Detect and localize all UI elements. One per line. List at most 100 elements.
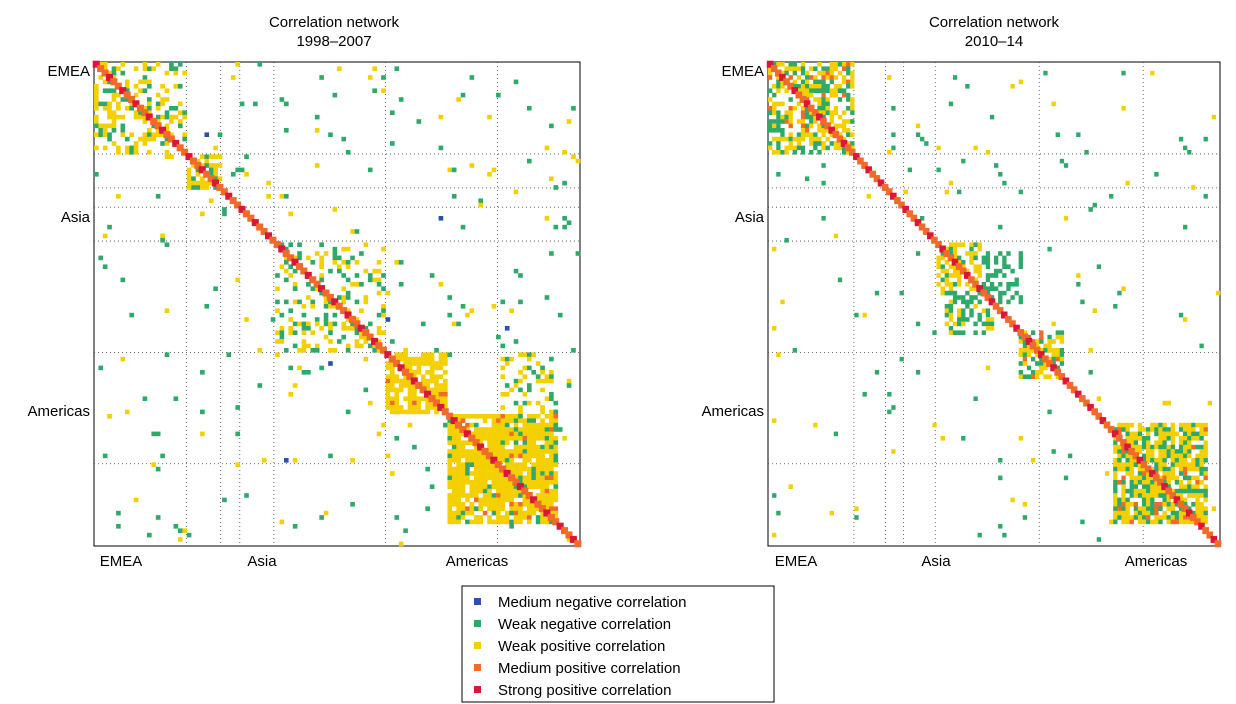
left-cell [120,132,126,137]
left-cell [465,422,470,428]
left-cell [513,339,519,344]
right-cell [1047,343,1052,349]
right-cell [1170,510,1175,516]
right-diagonal-cell [1025,337,1033,345]
left-cell [385,378,391,384]
left-cell [283,268,289,274]
right-cell [1113,449,1118,454]
right-cell [772,326,777,331]
left-diagonal-cell [295,263,303,271]
right-diagonal-cell [1054,368,1061,376]
right-diagonal-cell [894,197,901,205]
right-cell [1178,506,1184,511]
left-cell [544,502,550,507]
left-cell [160,84,165,89]
right-cell [1141,510,1147,516]
left-cell [160,97,165,102]
right-cell [768,66,773,71]
right-cell [792,79,797,85]
right-cell [792,106,797,111]
left-cell [124,409,130,415]
left-cell [460,466,466,472]
right-cell [1154,462,1159,467]
left-diagonal-cell [463,430,471,438]
left-cell [398,97,404,102]
right-cell [1187,444,1192,450]
left-cell [434,374,439,379]
left-cell [522,458,528,463]
left-cell [354,282,360,287]
left-cell [155,62,161,67]
left-cell [279,330,285,335]
left-cell [288,330,294,335]
left-cell [191,185,196,190]
right-cell [1133,444,1139,450]
right-cell [977,273,982,278]
right-cell [1113,484,1118,489]
right-cell [973,277,978,283]
left-cell [164,70,170,76]
right-cell [809,88,814,93]
right-cell [1096,396,1102,401]
left-cell [363,242,369,247]
right-cell [998,475,1003,481]
right-diagonal-cell [1021,333,1029,341]
left-cell [314,321,320,327]
right-cell [1059,348,1065,353]
right-cell [1035,374,1040,379]
right-cell [833,75,839,80]
right-cell [1043,70,1048,76]
left-cell [544,462,550,467]
left-cell [204,180,210,186]
right-cell [800,114,806,120]
left-cell [367,400,373,406]
left-cell [142,88,148,93]
right-cell [817,79,822,85]
right-cell [1039,339,1044,344]
right-cell [1035,343,1040,349]
left-cell [394,66,400,71]
right-cell [776,79,781,85]
left-cell [381,422,386,428]
left-cell [407,396,413,401]
left-cell [306,255,311,261]
right-cell [772,110,777,115]
left-cell [535,449,541,454]
right-cell [1121,427,1126,432]
left-diagonal-cell [304,271,312,279]
right-cell [940,264,945,269]
right-cell [768,106,773,111]
right-cell [780,62,785,67]
right-cell [1026,374,1032,379]
right-cell [1026,352,1032,357]
right-cell [1018,79,1023,85]
left-cell [283,128,289,133]
left-cell [434,409,439,415]
left-cell [169,106,174,111]
right-cell [784,238,789,243]
right-cell [1162,458,1167,463]
right-cell [821,141,826,146]
right-cell [1117,458,1122,463]
right-cell [1191,436,1196,441]
right-cell [1170,519,1175,525]
right-diagonal-cell [877,179,885,187]
right-cell [776,62,781,67]
left-cell [531,484,537,489]
right-diagonal-cell [766,60,774,68]
right-cell [989,295,995,300]
left-cell [513,422,519,428]
right-cell [1121,466,1126,472]
right-cell [1137,462,1143,467]
left-cell [487,440,492,445]
left-cell [553,515,559,520]
left-cell [544,444,550,450]
left-cell [526,444,532,450]
right-cell [1187,506,1192,511]
right-cell [829,66,834,71]
left-cell [283,246,289,252]
right-cell [874,290,880,296]
left-cell [314,343,320,349]
right-cell [948,299,954,305]
right-cell [1187,466,1192,472]
